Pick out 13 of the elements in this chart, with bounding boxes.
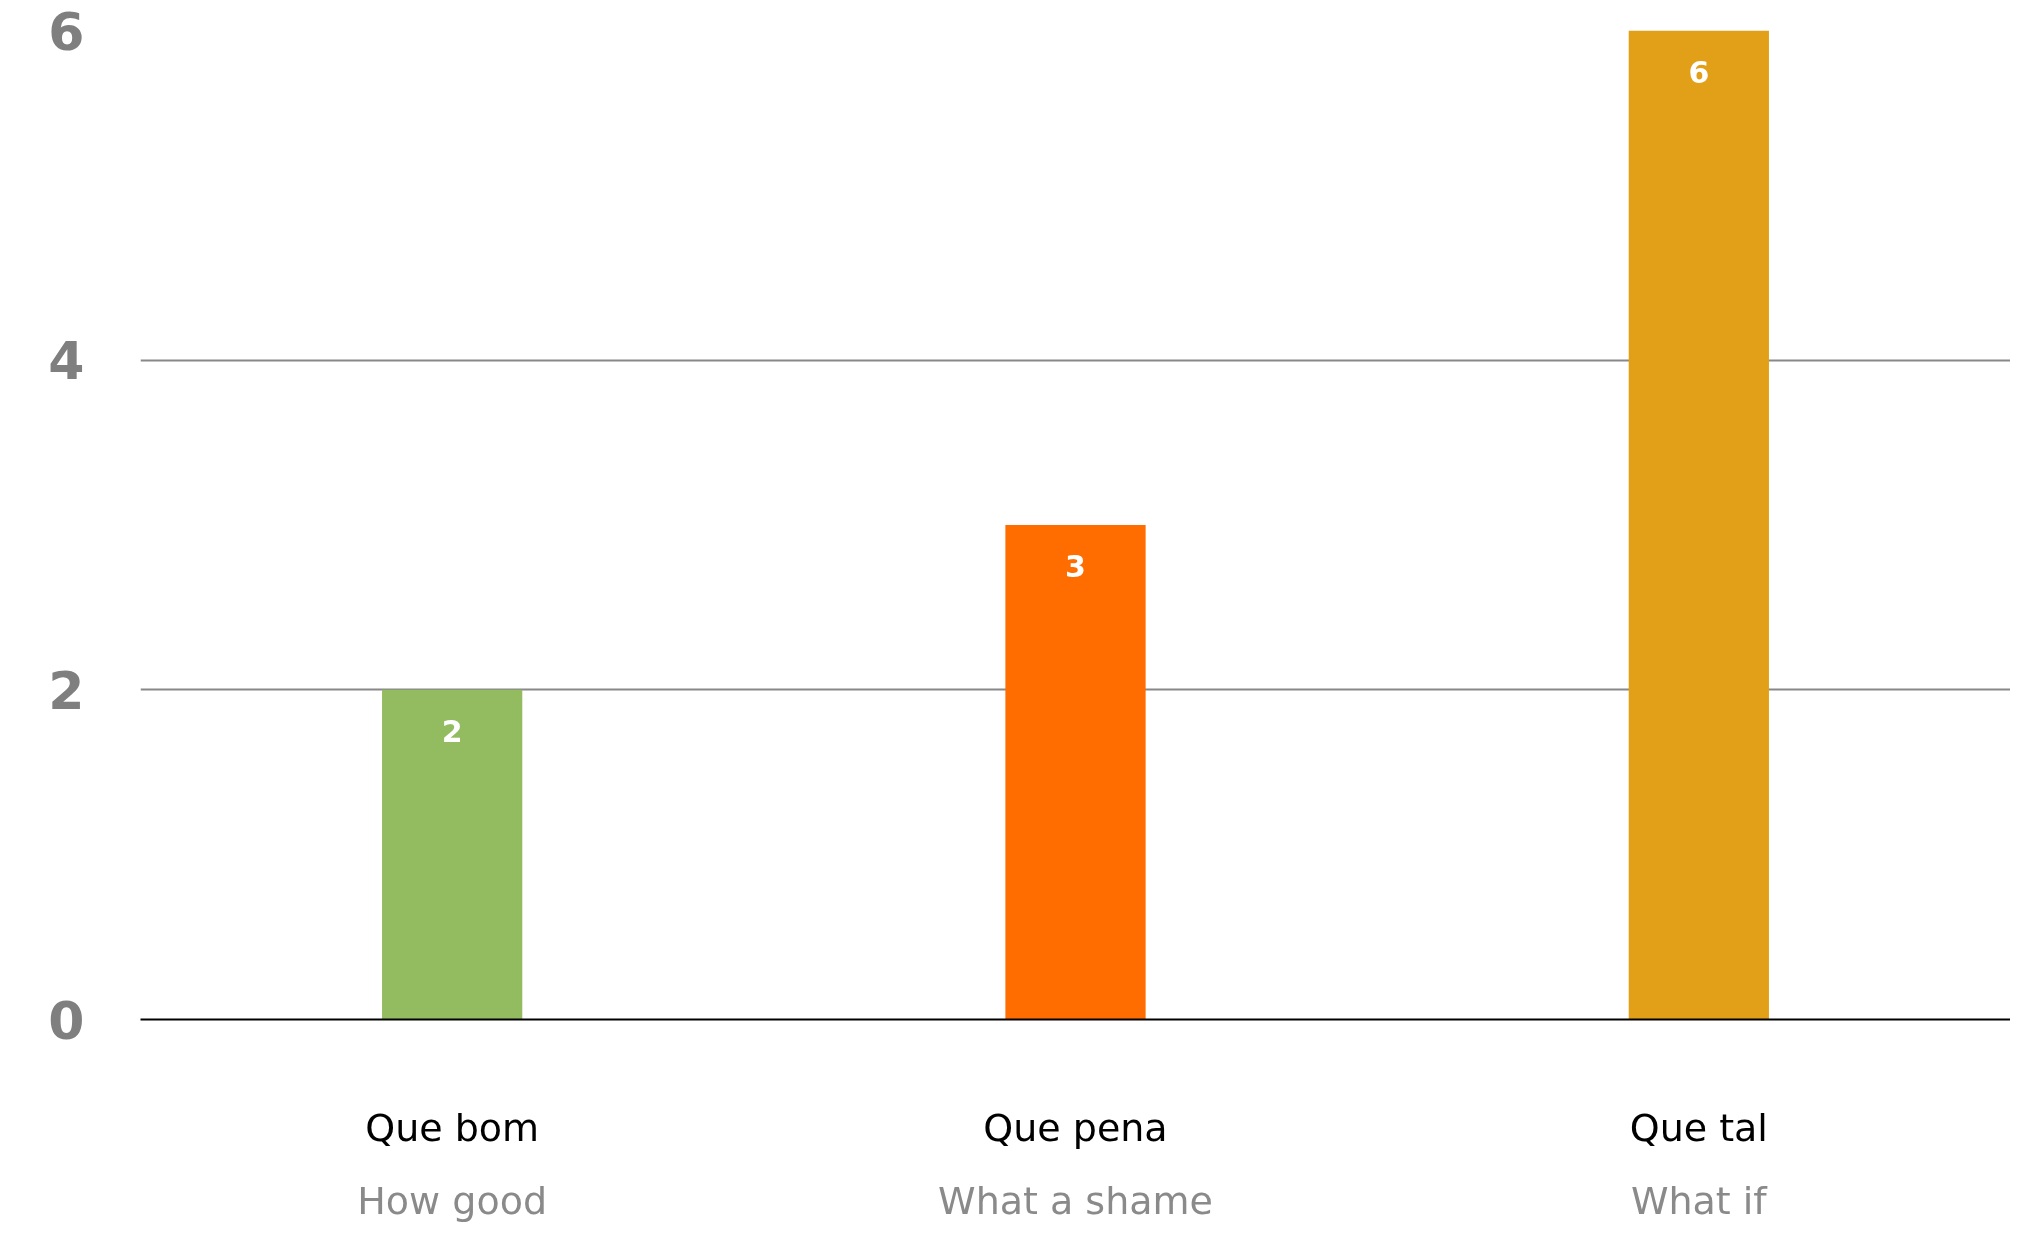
- data-label: 3: [1065, 549, 1086, 584]
- bar: [1005, 525, 1146, 1020]
- bar: [1628, 30, 1769, 1020]
- data-label: 2: [441, 713, 463, 749]
- category-label: Que bom How good: [357, 1105, 548, 1223]
- y-tick-label: 0: [48, 990, 85, 1051]
- y-tick-label: 4: [48, 331, 85, 392]
- data-label: 6: [1688, 54, 1710, 90]
- category-label: Que tal What if: [1629, 1105, 1768, 1223]
- y-tick-label: 6: [48, 1, 85, 62]
- bar: [382, 689, 523, 1020]
- y-tick-label: 2: [48, 660, 85, 721]
- category-label: Que pena What a shame: [938, 1105, 1213, 1223]
